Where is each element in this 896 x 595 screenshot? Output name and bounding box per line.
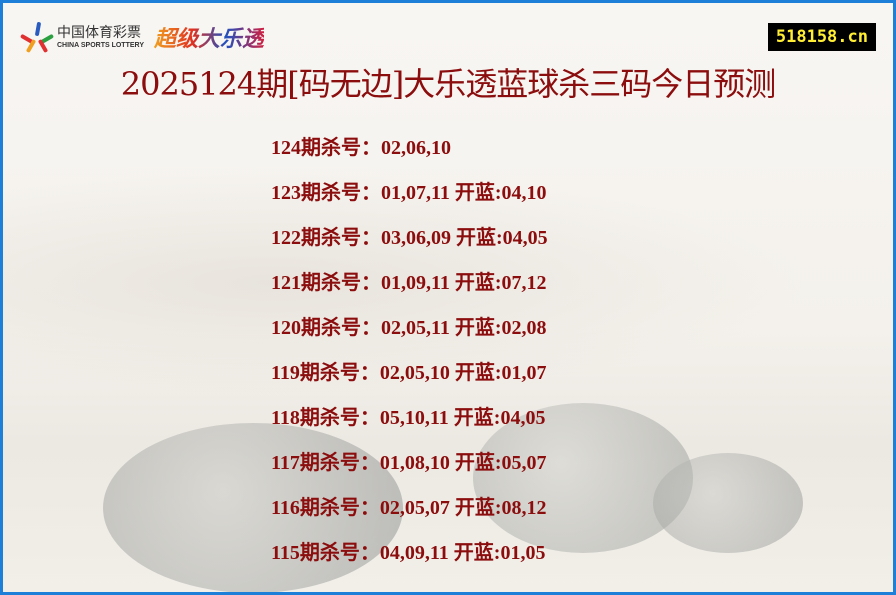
lottery-logo: 中国体育彩票 CHINA SPORTS LOTTERY 超级大乐透 <box>19 21 264 54</box>
logo-chinese: 中国体育彩票 <box>57 24 141 41</box>
list-item: 115期杀号：04,09,11 开蓝:01,05 <box>271 542 546 564</box>
list-item: 121期杀号：01,09,11 开蓝:07,12 <box>271 272 547 294</box>
logo-product: 超级大乐透 <box>154 21 264 53</box>
background-rock <box>653 453 803 553</box>
background-mist <box>3 153 893 413</box>
list-item: 122期杀号：03,06,09 开蓝:04,05 <box>271 227 548 249</box>
prediction-list: 124期杀号：02,06,10 123期杀号：01,07,11 开蓝:04,10… <box>271 131 548 581</box>
list-item: 119期杀号：02,05,10 开蓝:01,07 <box>271 362 547 384</box>
list-item: 123期杀号：01,07,11 开蓝:04,10 <box>271 182 547 204</box>
site-badge: 518158.cn <box>767 23 876 51</box>
background-rock <box>103 423 403 592</box>
list-item: 124期杀号：02,06,10 <box>271 137 451 159</box>
list-item: 116期杀号：02,05,07 开蓝:08,12 <box>271 497 547 519</box>
logo-english: CHINA SPORTS LOTTERY <box>57 41 144 49</box>
lottery-star-icon <box>19 21 55 54</box>
list-item: 118期杀号：05,10,11 开蓝:04,05 <box>271 407 546 429</box>
list-item: 120期杀号：02,05,11 开蓝:02,08 <box>271 317 547 339</box>
background-rock <box>473 403 693 553</box>
page-title: 2025124期[码无边]大乐透蓝球杀三码今日预测 <box>120 65 777 103</box>
list-item: 117期杀号：01,08,10 开蓝:05,07 <box>271 452 547 474</box>
